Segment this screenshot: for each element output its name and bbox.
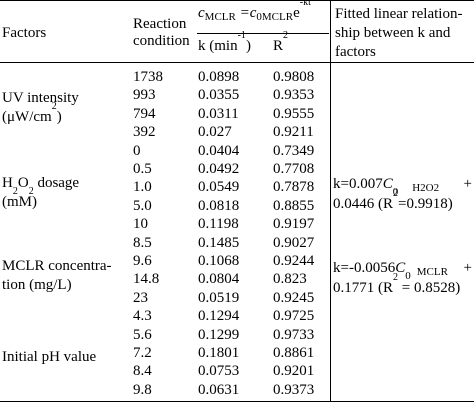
row-condition: 794 <box>133 105 156 122</box>
row-condition: 993 <box>133 87 156 104</box>
row-k-value: 0.0818 <box>198 197 240 214</box>
row-k-value: 0.1801 <box>198 345 240 361</box>
row-k-value: 0.0519 <box>198 289 240 306</box>
row-r2-value: 0.823 <box>273 271 307 288</box>
row-k-value: 0.0753 <box>198 363 240 380</box>
row-k-value: 0.1068 <box>198 253 240 269</box>
row-k-value: 0.1299 <box>198 326 240 343</box>
row-k-value: 0.0311 <box>198 105 239 122</box>
row-r2-value: 0.9555 <box>273 105 315 122</box>
row-condition: 7.2 <box>133 345 152 361</box>
row-k-value: 0.027 <box>198 124 232 141</box>
row-r2-value: 0.9245 <box>273 289 315 306</box>
row-condition: 8.4 <box>133 363 152 380</box>
k-r2-subheader-rule <box>197 33 329 34</box>
row-k-value: 0.0804 <box>198 271 240 288</box>
row-r2-value: 0.9201 <box>273 363 315 380</box>
row-condition: 392 <box>133 124 156 141</box>
row-r2-value: 0.9373 <box>273 381 315 398</box>
row-r2-value: 0.7878 <box>273 179 315 196</box>
row-r2-value: 0.7708 <box>273 161 315 177</box>
row-condition: 0.5 <box>133 161 152 177</box>
row-condition: 0 <box>133 142 141 159</box>
row-condition: 5.0 <box>133 197 152 214</box>
row-k-value: 0.0404 <box>198 142 240 159</box>
row-r2-value: 0.9353 <box>273 87 315 104</box>
header-bottom-rule <box>0 62 474 63</box>
fitted-h2o2: k=0.007C0 H2O2 + 0.0446 (R2=0.9918) <box>333 176 472 212</box>
row-condition: 5.6 <box>133 326 152 343</box>
bottom-rule <box>0 401 474 402</box>
fitted-mclr: k=-0.0056C0 MCLR + 0.1771 (R2 = 0.8528) <box>333 260 472 296</box>
row-r2-value: 0.9197 <box>273 216 315 233</box>
factor-h2o2-dosage: H2O2 dosage (mM) <box>2 175 80 210</box>
row-condition: 9.6 <box>133 253 152 269</box>
row-r2-value: 0.9211 <box>273 124 314 141</box>
row-r2-value: 0.9725 <box>273 308 315 325</box>
row-k-value: 0.0631 <box>198 381 240 398</box>
factor-uv-intensity: UV intensity (μW/cm2) <box>2 90 79 125</box>
row-r2-value: 0.9808 <box>273 69 315 85</box>
header-r2: R2 <box>273 30 289 55</box>
header-equation: cMCLR =c0MCLRe-kt <box>198 0 311 23</box>
row-condition: 1738 <box>133 69 163 85</box>
factor-mclr-concentration: MCLR concentra- tion (mg/L) <box>2 258 112 293</box>
row-condition: 8.5 <box>133 234 152 251</box>
row-condition: 10 <box>133 216 148 233</box>
row-k-value: 0.1198 <box>198 216 239 233</box>
row-r2-value: 0.9027 <box>273 234 315 251</box>
row-k-value: 0.0898 <box>198 69 240 85</box>
header-reaction-condition: Reaction condition <box>133 16 190 49</box>
row-condition: 4.3 <box>133 308 152 325</box>
row-k-value: 0.0549 <box>198 179 240 196</box>
factor-initial-ph: Initial pH value <box>2 349 97 365</box>
header-fitted: Fitted linear relation- ship between k a… <box>335 6 463 60</box>
fitted-column-separator <box>330 0 331 402</box>
row-condition: 1.0 <box>133 179 152 196</box>
row-condition: 14.8 <box>133 271 160 288</box>
row-condition: 9.8 <box>133 381 152 398</box>
row-k-value: 0.1485 <box>198 234 240 251</box>
row-r2-value: 0.8855 <box>273 197 315 214</box>
row-condition: 23 <box>133 289 148 306</box>
header-k: k (min-1) <box>198 30 251 55</box>
row-r2-value: 0.9733 <box>273 326 315 343</box>
row-k-value: 0.0492 <box>198 161 240 177</box>
row-r2-value: 0.9244 <box>273 253 315 269</box>
header-factors: Factors <box>2 25 47 41</box>
row-r2-value: 0.7349 <box>273 142 315 159</box>
row-k-value: 0.0355 <box>198 87 240 104</box>
row-k-value: 0.1294 <box>198 308 240 325</box>
top-rule <box>0 0 474 1</box>
row-r2-value: 0.8861 <box>273 345 315 361</box>
